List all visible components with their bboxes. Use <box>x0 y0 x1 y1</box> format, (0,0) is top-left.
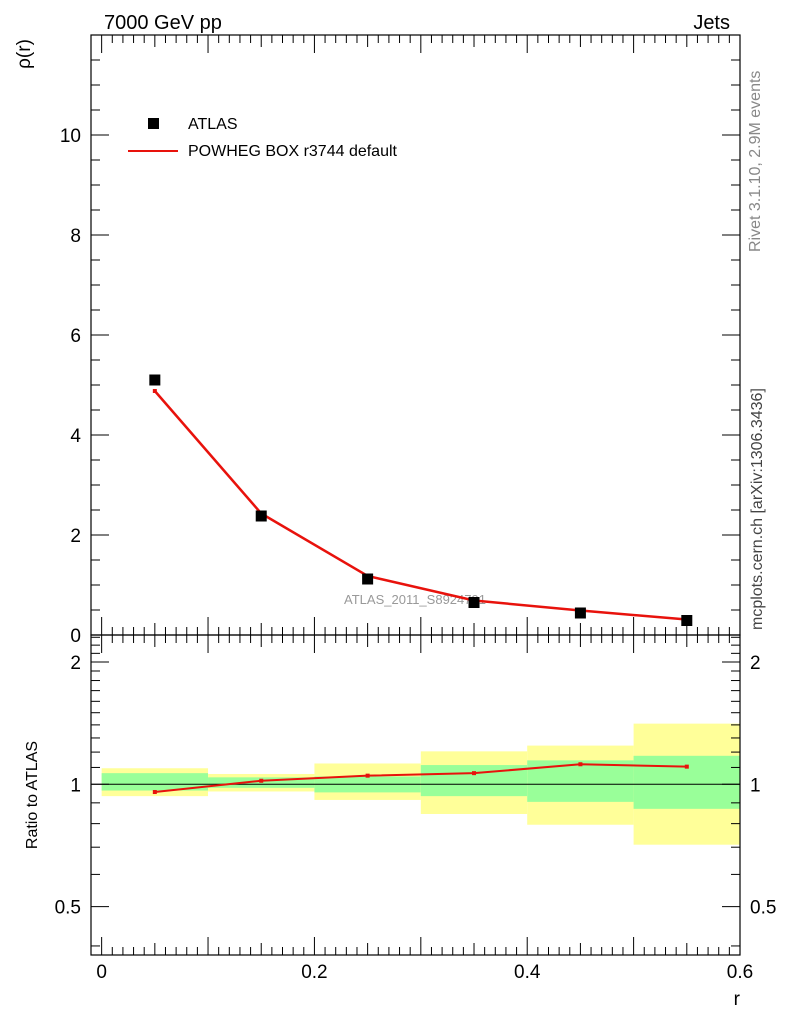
x-tick-label: 0 <box>96 962 107 983</box>
main-ytick-label: 0 <box>70 626 81 647</box>
header-left-label: 7000 GeV pp <box>104 12 222 34</box>
ratio-panel: 0.5 0.5 1 1 2 2 0 0.2 0.4 0.6 Ratio to ATLAS r <box>24 634 777 1010</box>
x-tick-labels: 0 0.2 0.4 0.6 <box>96 962 753 983</box>
ratio-ytick-label: 2 <box>70 653 81 674</box>
legend-atlas-marker <box>148 118 159 129</box>
main-ytick-label: 2 <box>70 526 81 547</box>
main-ytick-label: 6 <box>70 326 81 347</box>
ratio-ytick-labels: 0.5 0.5 1 1 2 2 <box>55 653 777 919</box>
legend-powheg-label: POWHEG BOX r3744 default <box>188 143 398 160</box>
ratio-ytick-label-right: 0.5 <box>750 898 776 919</box>
header-right-label: Jets <box>693 12 730 34</box>
powheg-line <box>153 390 687 621</box>
ratio-y-axis-label: Ratio to ATLAS <box>24 741 41 849</box>
ratio-ytick-label-right: 2 <box>750 653 761 674</box>
atlas-data-point <box>362 573 374 585</box>
powheg-ratio-point <box>365 773 370 778</box>
main-series <box>149 374 693 626</box>
powheg-ratio-point <box>472 771 477 776</box>
ratio-inner-band <box>101 773 209 791</box>
atlas-data-point <box>468 597 480 608</box>
powheg-ratio-point <box>152 790 157 795</box>
x-tick-label: 0.4 <box>514 962 541 983</box>
powheg-ratio-point <box>578 762 583 767</box>
mcplots-label: mcplots.cern.ch [arXiv:1306.3436] <box>749 388 766 630</box>
powheg-ratio-line <box>154 763 687 794</box>
x-tick-label: 0.2 <box>301 962 327 983</box>
ratio-ytick-label-right: 1 <box>750 775 761 796</box>
main-y-axis-label: ρ(r) <box>14 39 35 69</box>
main-ytick-labels: 0 2 4 6 8 10 <box>60 126 82 647</box>
ratio-panel-frame <box>90 634 741 956</box>
ratio-series <box>152 762 689 795</box>
main-ytick-label: 4 <box>70 426 81 447</box>
x-axis-label: r <box>734 989 741 1010</box>
powheg-ratio-point <box>259 778 264 783</box>
ratio-ytick-label: 1 <box>70 775 81 796</box>
atlas-data-point <box>149 374 161 386</box>
legend: ATLAS POWHEG BOX r3744 default <box>128 116 398 160</box>
ratio-ytick-label: 0.5 <box>55 898 81 919</box>
powheg-point <box>152 389 157 393</box>
main-axis-ticks <box>90 34 741 636</box>
atlas-data-point <box>574 607 586 619</box>
ratio-inner-band <box>633 755 740 809</box>
rivet-version-label: Rivet 3.1.10, 2.9M events <box>747 71 764 252</box>
atlas-data-point <box>255 510 267 522</box>
main-ytick-label: 8 <box>70 226 81 247</box>
main-ytick-label: 10 <box>60 126 81 147</box>
atlas-data-point <box>681 615 693 626</box>
legend-atlas-label: ATLAS <box>188 116 238 133</box>
x-tick-label: 0.6 <box>727 962 753 983</box>
powheg-ratio-point <box>684 764 689 769</box>
